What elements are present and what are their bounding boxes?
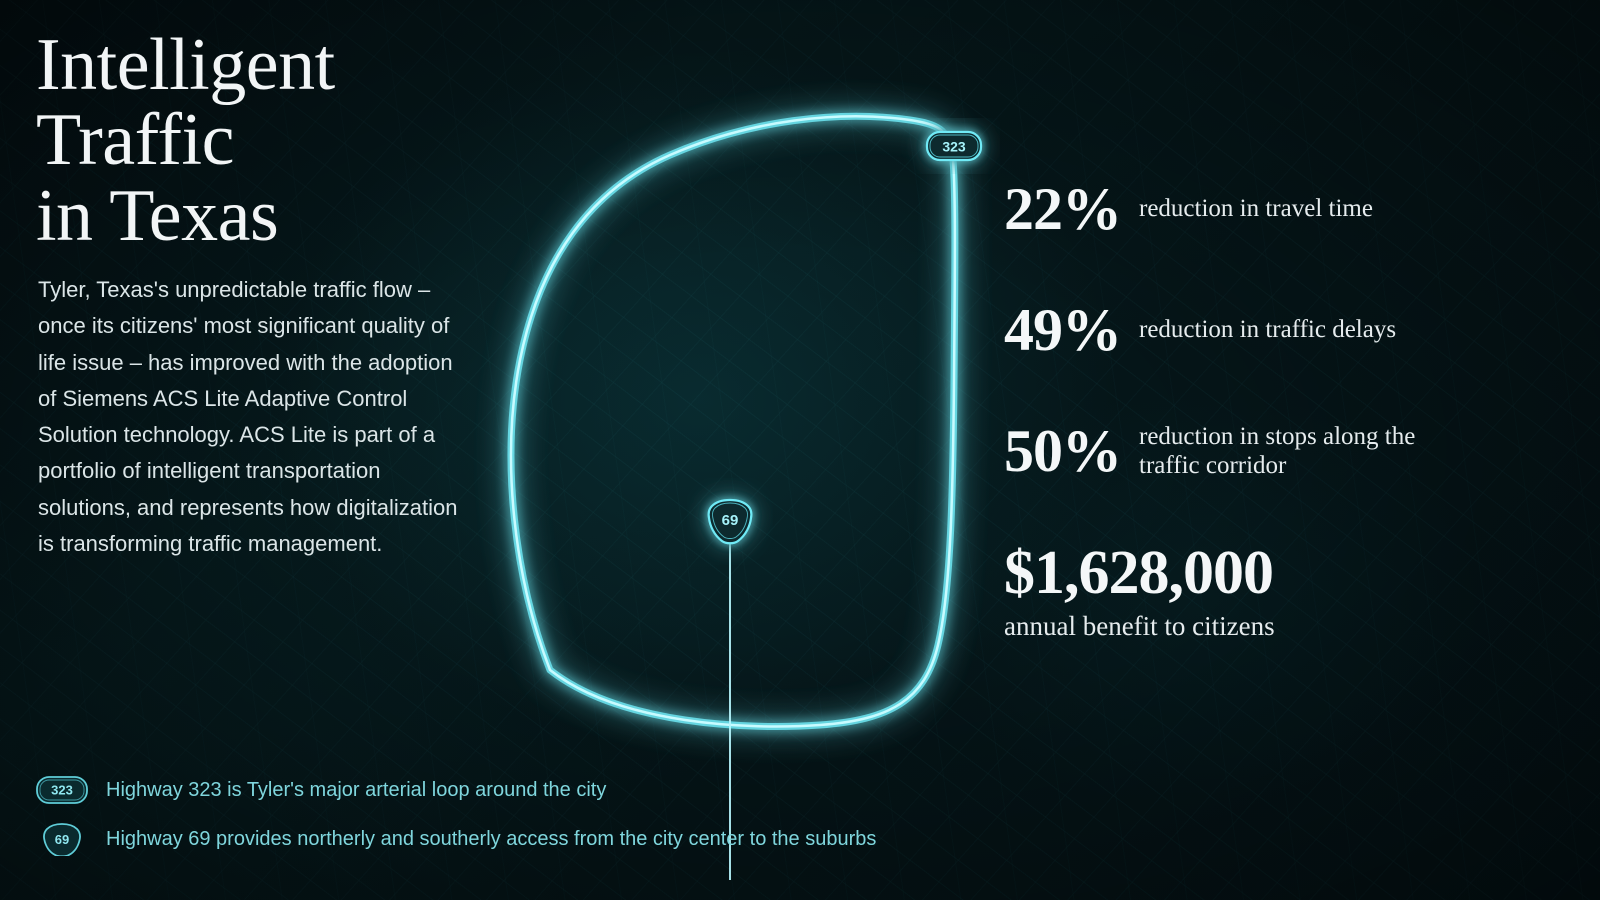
map-diagram: 323 69 — [440, 60, 1000, 880]
stat-row-1: 22% reduction in travel time — [1004, 175, 1564, 244]
legend-row-323: 323 Highway 323 is Tyler's major arteria… — [36, 776, 876, 804]
title-line-1: Intelligent — [36, 24, 335, 106]
body-paragraph: Tyler, Texas's unpredictable traffic flo… — [38, 272, 458, 562]
stat-value: 50% — [1004, 417, 1121, 486]
legend-text: Highway 323 is Tyler's major arterial lo… — [106, 779, 606, 802]
legend: 323 Highway 323 is Tyler's major arteria… — [36, 776, 876, 874]
svg-text:323: 323 — [51, 783, 73, 798]
stats-column: 22% reduction in travel time 49% reducti… — [1004, 175, 1564, 642]
badge-323-icon: 323 — [36, 776, 88, 804]
badge-323-on-map: 323 — [927, 132, 981, 160]
stat-label: reduction in traffic delays — [1139, 316, 1396, 345]
legend-text: Highway 69 provides northerly and southe… — [106, 828, 876, 851]
stat-value: 49% — [1004, 296, 1121, 365]
highway-323-loop-core — [511, 116, 955, 726]
svg-text:69: 69 — [722, 512, 739, 529]
stat-label: reduction in stops along the traffic cor… — [1139, 423, 1459, 481]
big-stat-label: annual benefit to citizens — [1004, 611, 1564, 642]
stat-row-3: 50% reduction in stops along the traffic… — [1004, 417, 1564, 486]
page-title: Intelligent Traffic in Texas — [36, 28, 335, 254]
highway-323-loop — [511, 116, 955, 726]
svg-text:69: 69 — [55, 832, 69, 847]
stat-value: 22% — [1004, 175, 1121, 244]
svg-text:323: 323 — [942, 139, 966, 155]
stat-row-2: 49% reduction in traffic delays — [1004, 296, 1564, 365]
stat-label: reduction in travel time — [1139, 195, 1373, 224]
badge-69-on-map: 69 — [709, 500, 752, 543]
title-line-3: in Texas — [36, 175, 278, 257]
title-line-2: Traffic — [36, 99, 234, 181]
badge-69-icon: 69 — [36, 822, 88, 856]
big-stat-value: $1,628,000 — [1004, 538, 1564, 609]
stat-big-row: $1,628,000 annual benefit to citizens — [1004, 538, 1564, 642]
legend-row-69: 69 Highway 69 provides northerly and sou… — [36, 822, 876, 856]
